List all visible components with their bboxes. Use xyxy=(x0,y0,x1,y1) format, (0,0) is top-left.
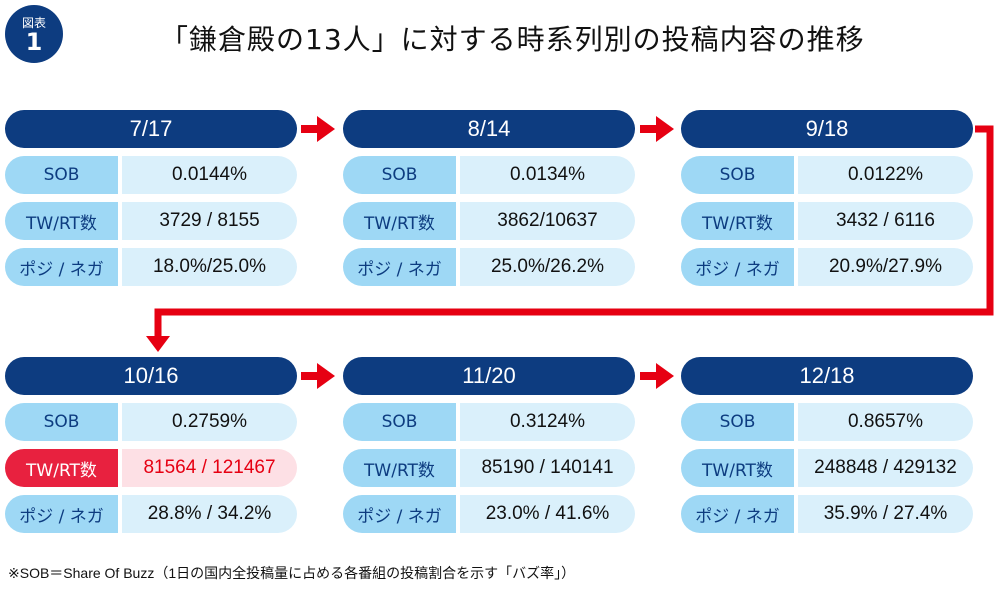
card-date: 9/18 xyxy=(681,110,973,148)
page-title: 「鎌倉殿の13人」に対する時系列別の投稿内容の推移 xyxy=(160,23,865,56)
row-value: 3432 / 6116 xyxy=(798,202,973,240)
row-sob: SOB 0.3124% xyxy=(343,403,635,441)
row-label: ポジ / ネガ xyxy=(343,495,456,533)
row-value: 28.8% / 34.2% xyxy=(122,495,297,533)
arrow-down-icon xyxy=(146,336,170,352)
row-value: 25.0%/26.2% xyxy=(460,248,635,286)
row-value: 81564 / 121467 xyxy=(122,449,297,487)
card-0717: 7/17 SOB 0.0144% TW/RT数 3729 / 8155 ポジ /… xyxy=(5,110,297,286)
row-label: ポジ / ネガ xyxy=(5,248,118,286)
row-value: 0.3124% xyxy=(460,403,635,441)
row-label: TW/RT数 xyxy=(681,449,794,487)
row-value: 20.9%/27.9% xyxy=(798,248,973,286)
row-posineg: ポジ / ネガ 25.0%/26.2% xyxy=(343,248,635,286)
row-label: TW/RT数 xyxy=(681,202,794,240)
card-0814: 8/14 SOB 0.0134% TW/RT数 3862/10637 ポジ / … xyxy=(343,110,635,286)
figure-badge-number: 1 xyxy=(25,27,43,56)
row-label: TW/RT数 xyxy=(5,449,118,487)
row-value: 18.0%/25.0% xyxy=(122,248,297,286)
row-value: 0.0122% xyxy=(798,156,973,194)
row-label: ポジ / ネガ xyxy=(681,495,794,533)
row-sob: SOB 0.0144% xyxy=(5,156,297,194)
card-date: 7/17 xyxy=(5,110,297,148)
figure-badge: 図表 1 xyxy=(5,5,63,63)
card-date: 12/18 xyxy=(681,357,973,395)
row-label: SOB xyxy=(343,403,456,441)
row-label: TW/RT数 xyxy=(343,449,456,487)
row-label: TW/RT数 xyxy=(343,202,456,240)
row-label: TW/RT数 xyxy=(5,202,118,240)
row-posineg: ポジ / ネガ 20.9%/27.9% xyxy=(681,248,973,286)
card-1218: 12/18 SOB 0.8657% TW/RT数 248848 / 429132… xyxy=(681,357,973,533)
row-label: SOB xyxy=(5,403,118,441)
row-twrt: TW/RT数 3862/10637 xyxy=(343,202,635,240)
row-value: 23.0% / 41.6% xyxy=(460,495,635,533)
row-value: 35.9% / 27.4% xyxy=(798,495,973,533)
row-label: SOB xyxy=(681,403,794,441)
row-value: 0.0134% xyxy=(460,156,635,194)
row-label: ポジ / ネガ xyxy=(681,248,794,286)
card-date: 11/20 xyxy=(343,357,635,395)
card-1120: 11/20 SOB 0.3124% TW/RT数 85190 / 140141 … xyxy=(343,357,635,533)
row-twrt: TW/RT数 248848 / 429132 xyxy=(681,449,973,487)
row-twrt: TW/RT数 3432 / 6116 xyxy=(681,202,973,240)
row-label: ポジ / ネガ xyxy=(343,248,456,286)
card-1016: 10/16 SOB 0.2759% TW/RT数 81564 / 121467 … xyxy=(5,357,297,533)
row-label: SOB xyxy=(5,156,118,194)
row-value: 85190 / 140141 xyxy=(460,449,635,487)
footnote: ※SOB＝Share Of Buzz（1日の国内全投稿量に占める各番組の投稿割合… xyxy=(8,565,576,581)
row-posineg: ポジ / ネガ 35.9% / 27.4% xyxy=(681,495,973,533)
row-value: 0.2759% xyxy=(122,403,297,441)
row-sob: SOB 0.2759% xyxy=(5,403,297,441)
row-label: SOB xyxy=(681,156,794,194)
row-label: ポジ / ネガ xyxy=(5,495,118,533)
row-value: 0.0144% xyxy=(122,156,297,194)
row-sob: SOB 0.8657% xyxy=(681,403,973,441)
row-twrt-highlighted: TW/RT数 81564 / 121467 xyxy=(5,449,297,487)
row-sob: SOB 0.0134% xyxy=(343,156,635,194)
row-value: 0.8657% xyxy=(798,403,973,441)
row-twrt: TW/RT数 3729 / 8155 xyxy=(5,202,297,240)
figure-badge-label: 図表 xyxy=(21,15,46,30)
card-date: 10/16 xyxy=(5,357,297,395)
card-date: 8/14 xyxy=(343,110,635,148)
row-posineg: ポジ / ネガ 28.8% / 34.2% xyxy=(5,495,297,533)
row-twrt: TW/RT数 85190 / 140141 xyxy=(343,449,635,487)
row-value: 248848 / 429132 xyxy=(798,449,973,487)
row-value: 3729 / 8155 xyxy=(122,202,297,240)
row-sob: SOB 0.0122% xyxy=(681,156,973,194)
row-posineg: ポジ / ネガ 23.0% / 41.6% xyxy=(343,495,635,533)
row-value: 3862/10637 xyxy=(460,202,635,240)
row-posineg: ポジ / ネガ 18.0%/25.0% xyxy=(5,248,297,286)
row-label: SOB xyxy=(343,156,456,194)
card-0918: 9/18 SOB 0.0122% TW/RT数 3432 / 6116 ポジ /… xyxy=(681,110,973,286)
